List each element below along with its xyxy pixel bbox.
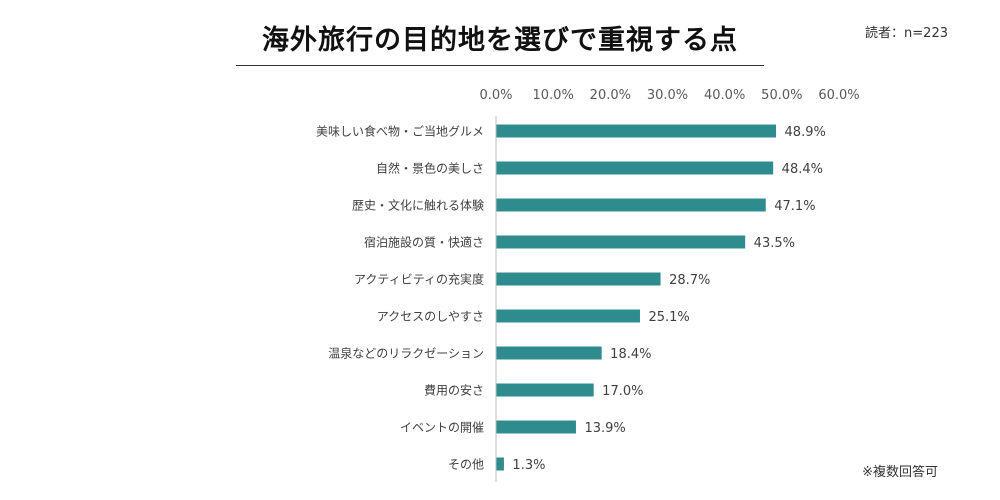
x-tick-label: 0.0% [479, 88, 512, 103]
x-tick-label: 30.0% [647, 88, 688, 103]
bar [496, 457, 504, 471]
category-label: アクセスのしやすさ [377, 310, 484, 324]
bar [496, 309, 640, 323]
x-tick-label: 50.0% [761, 88, 802, 103]
category-label: 自然・景色の美しさ [376, 161, 484, 176]
data-label: 47.1% [774, 199, 815, 214]
title-underline [236, 65, 764, 66]
respondents-count: 読者：n=223 [865, 26, 948, 41]
bar [496, 420, 576, 434]
bar [496, 272, 661, 286]
data-label: 28.7% [669, 273, 710, 288]
data-label: 17.0% [602, 384, 643, 399]
data-label: 18.4% [610, 347, 651, 362]
footnote: ※複数回答可 [862, 465, 938, 480]
category-label: 美味しい食べ物・ご当地グルメ [316, 124, 484, 139]
bar [496, 383, 594, 397]
category-label: 費用の安さ [424, 383, 484, 398]
bar [496, 198, 766, 212]
x-tick-label: 60.0% [818, 88, 859, 103]
data-label: 25.1% [648, 310, 689, 325]
data-label: 48.4% [782, 162, 823, 177]
bar [496, 161, 774, 175]
bar [496, 235, 746, 249]
category-label: その他 [448, 458, 484, 472]
category-label: 宿泊施設の質・快適さ [364, 235, 484, 250]
data-label: 1.3% [512, 458, 545, 473]
x-tick-label: 20.0% [590, 88, 631, 103]
x-tick-label: 40.0% [704, 88, 745, 103]
category-label: 温泉などのリラクゼーション [328, 347, 484, 361]
data-label: 48.9% [785, 125, 826, 140]
data-label: 43.5% [754, 236, 795, 251]
bar [496, 124, 777, 138]
category-label: イベントの開催 [400, 421, 484, 435]
chart-title: 海外旅行の目的地を選びで重視する点 [262, 25, 738, 56]
data-label: 13.9% [584, 421, 625, 436]
x-tick-label: 10.0% [533, 88, 574, 103]
category-label: アクティビティの充実度 [354, 272, 484, 287]
bar [496, 346, 602, 360]
category-label: 歴史・文化に触れる体験 [352, 198, 484, 213]
